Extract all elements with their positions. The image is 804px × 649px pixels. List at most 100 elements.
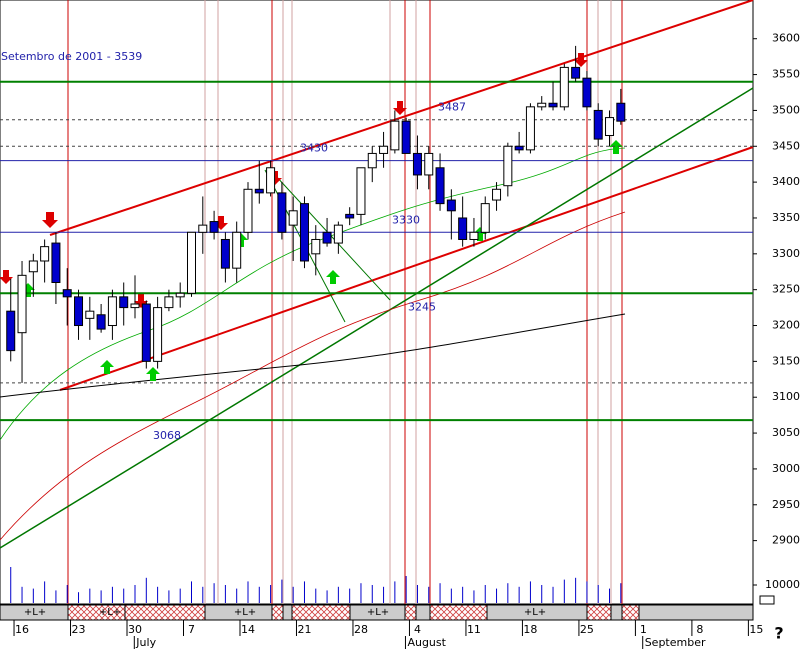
strip-label: +L+ xyxy=(24,607,46,618)
candle-body xyxy=(175,292,185,298)
candle-body xyxy=(311,238,321,255)
candle-body xyxy=(548,102,558,108)
candle-body xyxy=(390,120,400,151)
candle-body xyxy=(130,303,140,309)
help-icon[interactable]: ? xyxy=(774,624,783,643)
candle-body xyxy=(571,66,581,79)
y-tick-label: 3200 xyxy=(772,319,800,332)
level-label: 3330 xyxy=(392,213,420,226)
candle-body xyxy=(412,152,422,176)
y-tick-label: 2950 xyxy=(772,498,800,511)
candle-body xyxy=(469,231,479,240)
candle-body xyxy=(96,314,106,330)
candle-body xyxy=(480,203,490,233)
month-label: July xyxy=(135,636,156,649)
y-tick-label: 3500 xyxy=(772,103,800,116)
candle-body xyxy=(266,167,276,194)
candle-body xyxy=(62,289,72,298)
y-tick-label: 3150 xyxy=(772,354,800,367)
y-tick-label: 3550 xyxy=(772,68,800,81)
candle-body xyxy=(74,296,84,327)
x-tick-label: 18 xyxy=(523,623,537,636)
candle-body xyxy=(582,77,592,108)
candle-body xyxy=(616,102,626,122)
x-tick-label: 25 xyxy=(580,623,594,636)
x-tick-label: 28 xyxy=(354,623,368,636)
x-tick-label: 16 xyxy=(15,623,29,636)
candle-body xyxy=(514,145,524,151)
candle-body xyxy=(220,238,230,269)
strip-label: +L+ xyxy=(99,607,121,618)
candle-body xyxy=(401,120,411,154)
x-tick-label: 14 xyxy=(241,623,255,636)
level-label: 3430 xyxy=(300,142,328,155)
candle-body xyxy=(288,210,298,226)
candle-body xyxy=(503,145,513,187)
x-tick-label: 1 xyxy=(640,623,647,636)
month-label: August xyxy=(407,636,446,649)
x-tick-label: 8 xyxy=(696,623,703,636)
level-label: 3487 xyxy=(438,101,466,114)
strip-label: +L+ xyxy=(524,607,546,618)
x-tick-label: 7 xyxy=(188,623,195,636)
candle-body xyxy=(153,307,163,362)
candle-body xyxy=(525,106,535,151)
x-tick-label: 30 xyxy=(128,623,142,636)
annotations xyxy=(0,0,775,621)
candle-body xyxy=(232,231,242,269)
x-tick-label: 4 xyxy=(414,623,421,636)
candle-body xyxy=(186,231,196,294)
candle-body xyxy=(141,303,151,362)
x-tick-label: 23 xyxy=(72,623,86,636)
candle-body xyxy=(424,152,434,176)
y-tick-label: 3350 xyxy=(772,211,800,224)
candle-body xyxy=(605,117,615,137)
candle-body xyxy=(379,145,389,154)
volume-tick-label: 10000 xyxy=(765,578,800,591)
y-tick-label: 3600 xyxy=(772,32,800,45)
candle-body xyxy=(492,188,502,201)
x-tick-label: 15 xyxy=(749,623,763,636)
x-tick-label: 21 xyxy=(297,623,311,636)
candle-body xyxy=(345,213,355,219)
candle-body xyxy=(593,109,603,140)
y-tick-label: 2900 xyxy=(772,534,800,547)
candle-body xyxy=(85,310,95,319)
candle-body xyxy=(356,167,366,215)
candle-body xyxy=(119,296,129,309)
candle-body xyxy=(198,224,208,233)
candle-body xyxy=(277,192,287,233)
candle-body xyxy=(333,224,343,244)
candle-body xyxy=(559,66,569,108)
y-tick-label: 3300 xyxy=(772,247,800,260)
candle-body xyxy=(299,203,309,262)
candle-body xyxy=(322,231,332,244)
candle-body xyxy=(17,274,27,334)
candle-body xyxy=(446,199,456,212)
y-tick-label: 3450 xyxy=(772,139,800,152)
candle-body xyxy=(209,221,219,233)
candle-body xyxy=(243,188,253,233)
strip-label: +L+ xyxy=(367,607,389,618)
y-tick-label: 3250 xyxy=(772,283,800,296)
level-label: 3068 xyxy=(153,429,181,442)
candle-body xyxy=(51,242,61,284)
candle-body xyxy=(6,310,16,352)
candle-body xyxy=(537,102,547,108)
y-tick-label: 3000 xyxy=(772,462,800,475)
candle-body xyxy=(107,296,117,327)
candle-body xyxy=(40,246,50,262)
strip-label: +L+ xyxy=(234,607,256,618)
level-label: 3245 xyxy=(408,300,436,313)
y-tick-label: 3050 xyxy=(772,426,800,439)
candle-body xyxy=(367,152,377,169)
y-tick-label: 3100 xyxy=(772,390,800,403)
chart-title: Setembro de 2001 - 3539 xyxy=(1,50,142,63)
candle-body xyxy=(28,260,38,273)
candle-body xyxy=(458,217,468,240)
candle-body xyxy=(164,296,174,309)
candle-body xyxy=(254,188,264,194)
x-tick-label: 11 xyxy=(467,623,481,636)
y-tick-label: 3400 xyxy=(772,175,800,188)
